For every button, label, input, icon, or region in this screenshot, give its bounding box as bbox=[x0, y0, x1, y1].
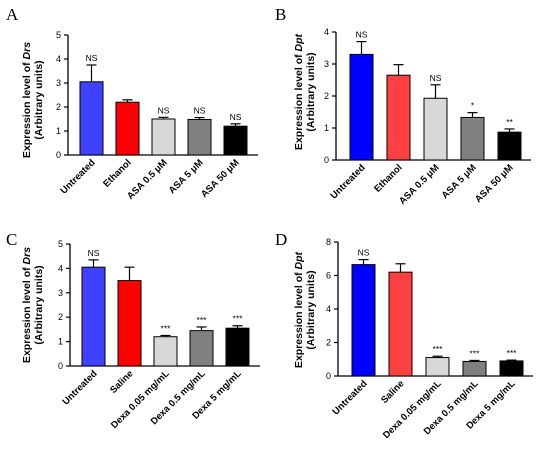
y-tick-label: 8 bbox=[326, 237, 331, 247]
y-tick-label: 2 bbox=[324, 91, 329, 101]
bar-2 bbox=[386, 74, 411, 161]
y-axis-title: Expression level of Dpt(Arbitrary units) bbox=[293, 251, 317, 368]
bar-5 bbox=[499, 360, 524, 377]
category-label: Untreated bbox=[60, 368, 99, 407]
y-tick-label: 4 bbox=[56, 54, 61, 64]
y-axis-title: Expression level of Dpt(Arbitrary units) bbox=[293, 33, 317, 150]
bar-3 bbox=[153, 336, 178, 367]
category-label: ASA 0.5 μM bbox=[397, 162, 442, 207]
bar-3 bbox=[423, 97, 448, 161]
y-tick-label: 2 bbox=[58, 312, 63, 322]
bar-4 bbox=[460, 116, 485, 161]
panel-letter: B bbox=[275, 5, 286, 24]
significance-label: *** bbox=[197, 315, 208, 325]
y-tick-label: 5 bbox=[56, 30, 61, 40]
significance-label: NS bbox=[86, 53, 98, 63]
bar-3 bbox=[425, 357, 450, 377]
y-tick-label: 4 bbox=[324, 27, 329, 37]
y-tick-label: 5 bbox=[58, 239, 63, 249]
y-axis-title-line1: Expression level of Dpt bbox=[293, 251, 305, 368]
y-tick-label: 3 bbox=[324, 59, 329, 69]
bar-2 bbox=[115, 101, 140, 156]
significance-label: NS bbox=[358, 248, 370, 258]
panel-B: B Expression level of Dpt(Arbitrary units… bbox=[275, 5, 531, 207]
y-tick-label: 1 bbox=[58, 337, 63, 347]
bar-2 bbox=[388, 271, 413, 377]
category-label: Ethanol bbox=[372, 162, 404, 194]
y-axis-title-line1: Expression level of Drs bbox=[21, 42, 33, 158]
category-label: ASA 5 μM bbox=[440, 162, 479, 201]
bar-4 bbox=[187, 118, 212, 156]
y-tick-label: 0 bbox=[56, 150, 61, 160]
y-axis-title-line2: (Arbitrary units) bbox=[33, 60, 45, 139]
bar-3 bbox=[151, 118, 176, 156]
y-axis-title-line1: Expression level of Dpt bbox=[293, 33, 305, 150]
bar-1 bbox=[349, 53, 374, 161]
y-tick-label: 2 bbox=[326, 338, 331, 348]
y-tick-label: 3 bbox=[56, 78, 61, 88]
bar-4 bbox=[189, 330, 214, 367]
y-tick-label: 1 bbox=[56, 126, 61, 136]
bar-5 bbox=[223, 125, 248, 156]
y-axis-title-line2: (Arbitrary units) bbox=[305, 270, 317, 349]
category-label: ASA 50 μM bbox=[199, 157, 242, 200]
significance-label: * bbox=[471, 101, 475, 111]
bar-4 bbox=[462, 360, 487, 377]
category-label: Untreated bbox=[58, 157, 97, 196]
y-tick-label: 0 bbox=[324, 155, 329, 165]
significance-label: ** bbox=[506, 117, 513, 127]
category-label: Untreated bbox=[328, 162, 367, 201]
significance-label: *** bbox=[433, 344, 444, 354]
significance-label: NS bbox=[88, 248, 100, 258]
category-label: Ethanol bbox=[101, 157, 133, 189]
y-tick-label: 4 bbox=[58, 263, 63, 273]
significance-label: NS bbox=[158, 105, 170, 115]
y-tick-label: 4 bbox=[326, 304, 331, 314]
y-tick-label: 6 bbox=[326, 271, 331, 281]
bar-2 bbox=[117, 280, 142, 367]
y-tick-label: 0 bbox=[58, 361, 63, 371]
y-axis-title-line2: (Arbitrary units) bbox=[33, 265, 45, 344]
significance-label: NS bbox=[194, 106, 206, 116]
bar-1 bbox=[79, 81, 104, 156]
y-tick-label: 3 bbox=[58, 288, 63, 298]
panel-D: D Expression level of Dpt(Arbitrary units… bbox=[275, 230, 533, 441]
panel-letter: C bbox=[6, 230, 17, 249]
bar-5 bbox=[225, 327, 250, 367]
significance-label: *** bbox=[161, 324, 172, 334]
y-axis-title: Expression level of Drs(Arbitrary units) bbox=[21, 247, 45, 363]
y-axis-title-line1: Expression level of Drs bbox=[21, 247, 33, 363]
y-axis-title-line2: (Arbitrary units) bbox=[305, 52, 317, 131]
significance-label: NS bbox=[356, 30, 368, 40]
significance-label: *** bbox=[507, 348, 518, 358]
significance-label: NS bbox=[430, 73, 442, 83]
significance-label: NS bbox=[230, 112, 242, 122]
y-axis-title: Expression level of Drs(Arbitrary units) bbox=[21, 42, 45, 158]
y-tick-label: 1 bbox=[324, 123, 329, 133]
panel-letter: D bbox=[275, 230, 287, 249]
bar-1 bbox=[81, 266, 106, 367]
panel-letter: A bbox=[6, 5, 19, 24]
category-label: Untreated bbox=[330, 378, 369, 417]
bar-5 bbox=[497, 131, 522, 161]
significance-label: *** bbox=[470, 348, 481, 358]
significance-label: *** bbox=[233, 314, 244, 324]
category-label: Saline bbox=[108, 368, 136, 396]
bar-1 bbox=[351, 264, 376, 377]
y-tick-label: 2 bbox=[56, 102, 61, 112]
category-label: ASA 50 μM bbox=[473, 162, 516, 205]
y-tick-label: 0 bbox=[326, 371, 331, 381]
category-label: Saline bbox=[379, 378, 407, 406]
